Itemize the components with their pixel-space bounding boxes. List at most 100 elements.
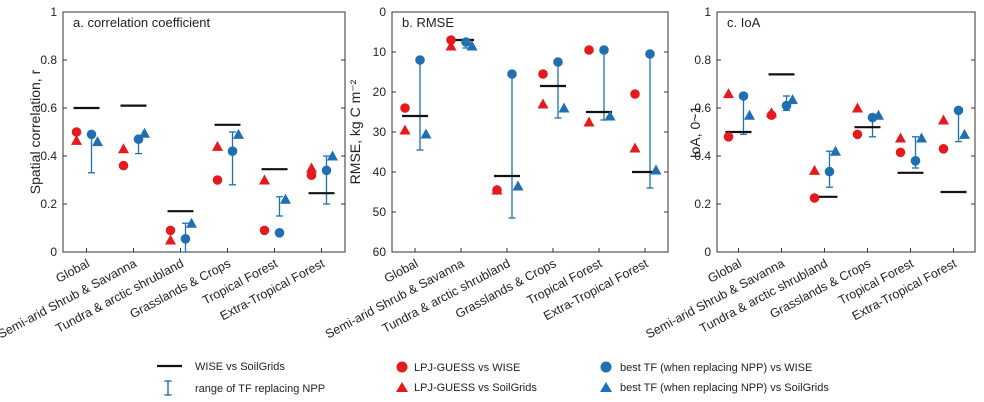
lpj-vs-wise-marker: [938, 144, 949, 154]
tf-vs-soilgrids-marker: [916, 132, 927, 143]
tf-vs-wise-marker: [781, 100, 792, 111]
tf-vs-soilgrids-marker: [558, 102, 570, 113]
lpj-vs-wise-marker: [306, 170, 317, 180]
tf-range-bar: [508, 73, 516, 219]
tf-vs-wise-marker: [824, 166, 835, 177]
tf-vs-soilgrids-marker: [604, 110, 616, 121]
legend-tf-wise-marker: [600, 361, 612, 373]
y-tick-label: 30: [373, 125, 387, 139]
y-tick-label: 0: [704, 245, 711, 259]
tf-vs-wise-marker: [133, 134, 144, 144]
tf-vs-soilgrids-marker: [744, 109, 755, 120]
lpj-vs-soilgrids-marker: [212, 140, 223, 151]
tf-vs-wise-marker: [180, 234, 191, 244]
tf-vs-soilgrids-marker: [830, 145, 841, 156]
tf-vs-wise-marker: [86, 129, 97, 140]
y-tick-label: 60: [373, 245, 387, 259]
tf-vs-soilgrids-marker: [420, 128, 432, 139]
lpj-vs-soilgrids-marker: [809, 164, 820, 175]
tf-vs-wise-marker: [599, 45, 609, 55]
y-tick-label: 0.2: [694, 197, 711, 211]
lpj-vs-soilgrids-marker: [938, 114, 949, 125]
y-axis-label: RMSE, kg C m⁻²: [347, 79, 363, 184]
y-tick-label: 0.4: [40, 149, 57, 163]
legend-tf-soilgrids-label: best TF (when replacing NPP) vs SoilGrid…: [620, 382, 829, 394]
lpj-vs-wise-marker: [446, 35, 456, 45]
tf-vs-soilgrids-marker: [327, 150, 338, 161]
y-axis-label: Spatial correlation, r: [27, 69, 43, 194]
tf-vs-soilgrids-marker: [233, 128, 244, 139]
y-tick-label: 1: [50, 5, 57, 19]
lpj-vs-soilgrids-marker: [537, 98, 549, 109]
lpj-vs-wise-marker: [723, 132, 734, 142]
tf-vs-wise-marker: [645, 49, 655, 59]
tf-vs-wise-marker: [910, 156, 921, 166]
tf-range-bar: [88, 136, 95, 174]
legend-tf-soilgrids-marker: [600, 382, 612, 392]
lpj-vs-soilgrids-marker: [895, 132, 906, 143]
lpj-vs-wise-marker: [895, 147, 906, 158]
panel-1: 0 0.2 0.4 0.6 0.8 1 Spatial correlation, r a. c…: [0, 5, 346, 341]
panel-title: c. IoA: [727, 15, 761, 30]
lpj-vs-soilgrids-marker: [118, 143, 129, 154]
panels: 0 0.2 0.4 0.6 0.8 1 Spatial correlation, r a. c…: [0, 5, 976, 341]
lpj-vs-wise-marker: [538, 69, 548, 79]
legend-lpj-soilgrids-marker: [396, 382, 408, 392]
tf-vs-soilgrids-marker: [650, 164, 662, 175]
lpj-vs-wise-marker: [852, 129, 863, 140]
tf-range-bar: [276, 196, 283, 217]
tf-range-bar: [600, 49, 608, 121]
y-tick-label: 0.8: [694, 53, 711, 67]
lpj-vs-soilgrids-marker: [71, 134, 82, 145]
lpj-vs-wise-marker: [165, 225, 176, 236]
legend-wise-soilgrids-label: WISE vs SoilGrids: [195, 361, 285, 373]
tf-vs-wise-marker: [867, 112, 878, 123]
tf-vs-soilgrids-marker: [280, 193, 291, 204]
legend-lpj-wise-label: LPJ-GUESS vs WISE: [414, 362, 520, 374]
y-tick-label: 40: [373, 165, 387, 179]
legend-lpj-soilgrids-label: LPJ-GUESS vs SoilGrids: [414, 382, 537, 394]
lpj-vs-soilgrids-marker: [583, 116, 595, 127]
lpj-vs-soilgrids-marker: [445, 40, 457, 51]
lpj-vs-wise-marker: [492, 185, 502, 195]
lpj-vs-wise-marker: [584, 45, 594, 55]
plot-frame: [391, 11, 669, 253]
y-tick-label: 0.6: [694, 101, 711, 115]
lpj-vs-soilgrids-marker: [165, 234, 176, 245]
lpj-vs-wise-marker: [212, 175, 223, 185]
tf-vs-soilgrids-marker: [512, 180, 524, 191]
tf-vs-wise-marker: [274, 228, 285, 238]
tf-vs-wise-marker: [553, 57, 563, 67]
panel-title: b. RMSE: [402, 15, 454, 30]
y-tick-label: 0.2: [40, 197, 57, 211]
lpj-vs-wise-marker: [71, 127, 82, 137]
y-tick-label: 20: [373, 85, 387, 99]
tf-vs-wise-marker: [507, 69, 517, 79]
tf-vs-soilgrids-marker: [959, 128, 970, 139]
lpj-vs-wise-marker: [400, 103, 410, 113]
legend-range-label: range of TF replacing NPP: [195, 383, 325, 395]
tf-range-bar: [740, 95, 747, 136]
lpj-vs-wise-marker: [259, 225, 270, 236]
lpj-vs-soilgrids-marker: [629, 142, 641, 153]
y-tick-label: 0: [379, 5, 386, 19]
y-tick-label: 1: [704, 5, 711, 19]
tf-vs-wise-marker: [227, 146, 238, 156]
y-axis-label: IoA, 0~1: [687, 106, 703, 159]
y-tick-label: 0.8: [40, 53, 57, 67]
lpj-vs-soilgrids-marker: [399, 124, 411, 135]
tf-range-bar: [323, 155, 330, 205]
tf-vs-wise-marker: [953, 105, 964, 116]
lpj-vs-soilgrids-marker: [259, 174, 270, 185]
y-tick-label: 0.4: [694, 149, 711, 163]
lpj-vs-soilgrids-marker: [306, 162, 317, 173]
lpj-vs-soilgrids-marker: [852, 102, 863, 113]
tf-vs-wise-marker: [461, 37, 471, 47]
lpj-vs-wise-marker: [118, 160, 129, 171]
y-tick-label: 0.6: [40, 101, 57, 115]
tf-range-bar: [229, 131, 236, 186]
tf-vs-wise-marker: [321, 165, 332, 176]
